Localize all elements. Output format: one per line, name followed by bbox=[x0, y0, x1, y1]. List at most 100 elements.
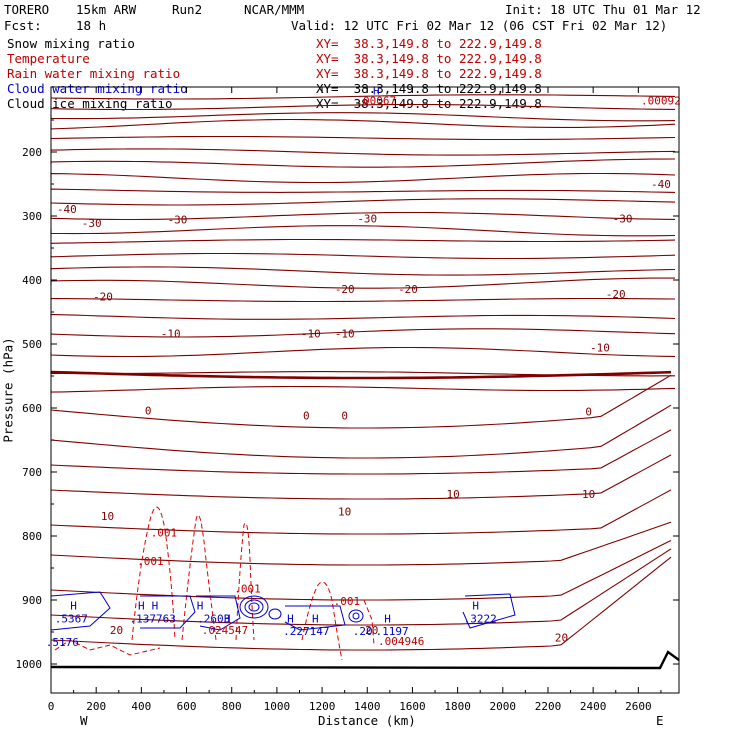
temperature-contour bbox=[50, 297, 676, 303]
temperature-label: 10 bbox=[446, 488, 459, 501]
temperature-label: 0 bbox=[585, 406, 592, 419]
y-tick-label: 1000 bbox=[16, 658, 43, 671]
temperature-label: -30 bbox=[357, 212, 377, 225]
cloud-water-contour bbox=[352, 612, 360, 620]
temperature-contour bbox=[50, 211, 676, 221]
y-tick-label: 600 bbox=[22, 402, 42, 415]
rain-contour bbox=[181, 514, 217, 641]
temperature-contour bbox=[50, 346, 676, 358]
rain-label: .00067 bbox=[356, 95, 396, 108]
temperature-contour bbox=[50, 188, 676, 193]
temperature-label: 0 bbox=[341, 410, 348, 423]
xy-cloud-ice: XY= 38.3,149.8 to 222.9,149.8 bbox=[316, 96, 542, 111]
temperature-label: -20 bbox=[398, 283, 418, 296]
fcst-label: Fcst: bbox=[4, 18, 42, 33]
cloud-water-contour bbox=[50, 591, 111, 631]
temperature-label: -10 bbox=[335, 328, 355, 341]
temperature-contour bbox=[50, 225, 676, 237]
field-rain: Rain water mixing ratio bbox=[7, 66, 181, 81]
cloud-water-contour bbox=[284, 605, 346, 631]
x-tick-label: 2000 bbox=[490, 700, 517, 713]
high-marker: H bbox=[152, 600, 159, 613]
temperature-contour bbox=[50, 112, 676, 122]
model-name: TORERO bbox=[4, 2, 50, 17]
model-resolution: 15km ARW bbox=[76, 2, 137, 17]
cloud-water-contour bbox=[268, 608, 282, 620]
cloud-water-contour bbox=[348, 609, 364, 623]
contour-lines bbox=[50, 94, 680, 670]
y-tick-label: 200 bbox=[22, 146, 42, 159]
high-marker: H bbox=[384, 612, 391, 625]
high-marker: H bbox=[138, 600, 145, 613]
temperature-contour bbox=[50, 489, 672, 535]
temperature-label: 20 bbox=[555, 632, 568, 645]
temperature-contour bbox=[50, 313, 676, 320]
temperature-label: -10 bbox=[301, 328, 321, 341]
cloud-water-label: .137763 bbox=[129, 612, 175, 625]
y-tick-label: 400 bbox=[22, 274, 42, 287]
x-tick-label: 1600 bbox=[399, 700, 426, 713]
rain-label: .001 bbox=[234, 582, 261, 595]
cloud-water-contour bbox=[248, 602, 260, 612]
cloud-water-contour bbox=[462, 593, 516, 629]
high-marker: H bbox=[312, 612, 319, 625]
y-tick-label: 500 bbox=[22, 338, 42, 351]
field-snow: Snow mixing ratio bbox=[7, 36, 135, 51]
temperature-contour bbox=[50, 277, 675, 289]
temperature-contour bbox=[50, 429, 672, 475]
x-tick-label: 600 bbox=[177, 700, 197, 713]
x-tick-label: 1400 bbox=[354, 700, 381, 713]
run-name: Run2 bbox=[172, 2, 203, 17]
temperature-label: -20 bbox=[335, 283, 355, 296]
temperature-label: -30 bbox=[168, 214, 188, 227]
temperature-contour bbox=[50, 404, 672, 459]
temperature-contour bbox=[50, 548, 672, 626]
cloud-water-contour bbox=[196, 595, 241, 631]
zero-degree-contour bbox=[50, 370, 672, 380]
cloud-water-label: .20 bbox=[353, 625, 373, 638]
temperature-label: -40 bbox=[57, 203, 77, 216]
temperature-contour bbox=[50, 556, 672, 651]
temperature-contour bbox=[50, 385, 676, 393]
temperature-label: 10 bbox=[338, 506, 351, 519]
temperature-label: -20 bbox=[606, 288, 626, 301]
xy-snow: XY= 38.3,149.8 to 222.9,149.8 bbox=[316, 36, 542, 51]
temperature-contour bbox=[50, 172, 676, 184]
temperature-contour bbox=[50, 252, 676, 260]
rain-label: .001 bbox=[151, 527, 178, 540]
x-tick-label: 1800 bbox=[444, 700, 471, 713]
x-tick-label: 0 bbox=[48, 700, 55, 713]
init-time: Init: 18 UTC Thu 01 Mar 12 bbox=[505, 2, 701, 17]
cloud-water-label: .5367 bbox=[55, 612, 88, 625]
high-marker: H bbox=[472, 600, 479, 613]
x-tick-label: 1000 bbox=[264, 700, 291, 713]
temperature-contour bbox=[50, 540, 672, 601]
x-tick-label: 2400 bbox=[580, 700, 607, 713]
x-tick-label: 400 bbox=[131, 700, 151, 713]
y-tick-label: 800 bbox=[22, 530, 42, 543]
temperature-contour bbox=[50, 118, 676, 130]
rain-contour bbox=[363, 599, 375, 646]
field-cloud-water: Cloud water mixing ratio bbox=[7, 81, 188, 96]
x-tick-label: 800 bbox=[222, 700, 242, 713]
temperature-contour bbox=[50, 266, 676, 276]
west-label: W bbox=[80, 713, 88, 728]
cloud-water-label: .3222 bbox=[464, 612, 497, 625]
x-tick-label: 2200 bbox=[535, 700, 562, 713]
temperature-contour bbox=[50, 328, 676, 338]
temperature-contour bbox=[50, 521, 672, 566]
high-marker: H bbox=[373, 84, 380, 97]
temperature-contour bbox=[50, 158, 676, 168]
valid-time: Valid: 12 UTC Fri 02 Mar 12 (06 CST Fri … bbox=[291, 18, 668, 33]
rain-contour bbox=[235, 522, 255, 641]
x-tick-label: 2600 bbox=[625, 700, 652, 713]
cloud-water-contours bbox=[50, 591, 516, 631]
rain-label: .001 bbox=[334, 595, 361, 608]
temperature-label: -10 bbox=[161, 328, 181, 341]
rain-label: .00092 bbox=[641, 95, 681, 108]
ground-line bbox=[50, 650, 680, 670]
cloud-water-label: .1197 bbox=[376, 625, 409, 638]
temperature-label: 20 bbox=[110, 624, 123, 637]
temperature-contour bbox=[50, 198, 676, 206]
